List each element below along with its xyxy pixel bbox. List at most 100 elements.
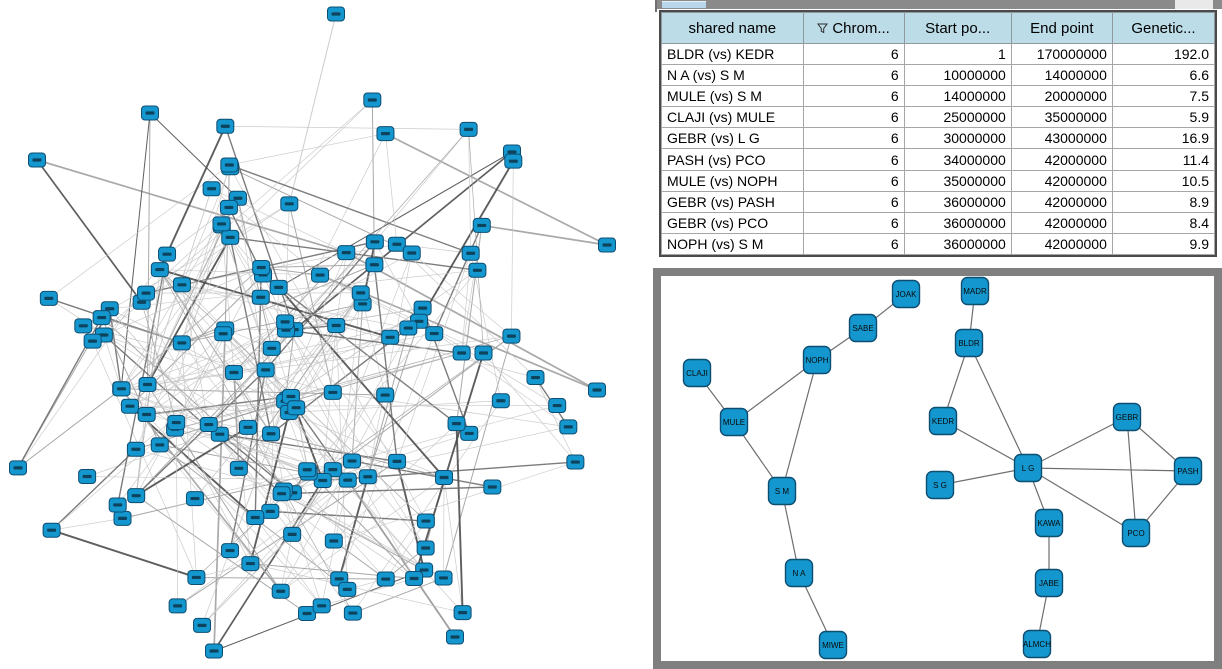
node-BLDR[interactable]: BLDR	[954, 328, 984, 358]
cell-value[interactable]: 14000000	[903, 85, 1012, 108]
network-node[interactable]	[205, 643, 223, 659]
cell-value[interactable]: 8.4	[1111, 211, 1216, 234]
network-node[interactable]	[42, 522, 61, 538]
cell-value[interactable]: 6	[802, 190, 905, 213]
network-edge-NOPH-SM[interactable]	[781, 359, 818, 492]
node-KEDR[interactable]: KEDR	[928, 406, 958, 436]
network-node[interactable]	[272, 486, 291, 502]
network-node[interactable]	[502, 328, 521, 344]
table-row[interactable]: NOPH (vs) S M 6 36000000 42000000 9.9	[661, 232, 1216, 256]
cell-value[interactable]: 8.9	[1111, 190, 1216, 213]
node-MULE[interactable]: MULE	[719, 407, 749, 437]
network-node[interactable]	[283, 526, 302, 542]
network-node[interactable]	[434, 570, 453, 586]
cell-shared-name[interactable]: MULE (vs) NOPH	[661, 169, 804, 192]
node-SM[interactable]: S M	[767, 476, 797, 506]
node-ALMCH[interactable]: ALMCH	[1022, 629, 1051, 659]
table-row[interactable]: PASH (vs) PCO 6 34000000 42000000 11.4	[661, 148, 1216, 171]
network-node[interactable]	[381, 329, 400, 345]
network-node[interactable]	[338, 581, 357, 597]
network-node[interactable]	[548, 398, 567, 414]
column-header-chrom-[interactable]: Chrom...	[802, 12, 905, 44]
network-node[interactable]	[416, 540, 435, 556]
network-node[interactable]	[365, 257, 384, 273]
network-node[interactable]	[120, 398, 139, 414]
network-node[interactable]	[193, 617, 212, 633]
cell-shared-name[interactable]: GEBR (vs) PCO	[661, 211, 804, 234]
network-node[interactable]	[447, 416, 466, 432]
cell-value[interactable]: 16.9	[1111, 127, 1216, 150]
cell-value[interactable]: 6	[802, 64, 905, 87]
cell-value[interactable]: 42000000	[1010, 190, 1113, 213]
cell-value[interactable]: 42000000	[1010, 232, 1113, 256]
network-node[interactable]	[241, 556, 260, 572]
cell-value[interactable]: 6	[802, 169, 905, 192]
network-node[interactable]	[141, 105, 159, 121]
cell-value[interactable]: 42000000	[1010, 211, 1113, 234]
cell-value[interactable]: 6	[802, 42, 905, 66]
network-node[interactable]	[459, 121, 478, 137]
table-row[interactable]: GEBR (vs) PASH 6 36000000 42000000 8.9	[661, 190, 1216, 213]
network-node[interactable]	[365, 234, 384, 250]
node-NOPH[interactable]: NOPH	[802, 345, 832, 375]
network-node[interactable]	[453, 605, 472, 621]
network-node[interactable]	[399, 320, 418, 336]
table-row[interactable]: N A (vs) S M 6 10000000 14000000 6.6	[661, 64, 1216, 87]
cell-value[interactable]: 14000000	[1010, 64, 1113, 87]
network-node[interactable]	[363, 92, 382, 108]
network-node[interactable]	[172, 335, 191, 351]
network-node[interactable]	[468, 262, 487, 278]
cell-shared-name[interactable]: GEBR (vs) PASH	[661, 190, 804, 213]
node-CLAJI[interactable]: CLAJI	[682, 358, 712, 388]
network-edge-LG-PCO[interactable]	[1027, 467, 1137, 534]
cell-value[interactable]: 35000000	[903, 169, 1012, 192]
network-node[interactable]	[168, 598, 187, 614]
cell-value[interactable]: 36000000	[903, 190, 1012, 213]
column-header-shared-name[interactable]: shared name	[661, 12, 804, 44]
network-node[interactable]	[298, 462, 317, 478]
network-node[interactable]	[246, 510, 265, 526]
cell-value[interactable]: 170000000	[1010, 42, 1113, 66]
cell-value[interactable]: 10000000	[903, 64, 1012, 87]
network-edge-NOPH-MULE[interactable]	[733, 359, 818, 423]
node-GEBR[interactable]: GEBR	[1112, 402, 1142, 432]
network-node[interactable]	[446, 629, 464, 645]
cell-shared-name[interactable]: BLDR (vs) KEDR	[661, 42, 804, 66]
network-edge-SG-LG[interactable]	[939, 467, 1029, 486]
network-node[interactable]	[185, 491, 204, 507]
cell-value[interactable]: 43000000	[1010, 127, 1113, 150]
network-node[interactable]	[343, 605, 362, 621]
network-node[interactable]	[376, 126, 395, 142]
network-node[interactable]	[219, 199, 238, 215]
network-edge-LG-PASH[interactable]	[1027, 467, 1189, 472]
network-node[interactable]	[262, 340, 281, 356]
network-node[interactable]	[126, 441, 145, 457]
table-row[interactable]: GEBR (vs) PCO 6 36000000 42000000 8.4	[661, 211, 1216, 234]
network-node[interactable]	[199, 417, 218, 433]
network-node[interactable]	[28, 152, 46, 168]
cell-value[interactable]: 5.9	[1111, 106, 1216, 129]
network-node[interactable]	[108, 497, 127, 513]
cell-value[interactable]: 6.6	[1111, 64, 1216, 87]
network-edge-LG-GEBR[interactable]	[1027, 416, 1128, 469]
network-node[interactable]	[167, 415, 186, 431]
network-node[interactable]	[491, 393, 510, 409]
network-node[interactable]	[92, 310, 111, 326]
network-node[interactable]	[327, 317, 346, 333]
network-node[interactable]	[461, 245, 480, 261]
network-node[interactable]	[313, 472, 332, 488]
network-node[interactable]	[353, 296, 372, 312]
cell-value[interactable]: 36000000	[903, 232, 1012, 256]
network-node[interactable]	[112, 381, 131, 397]
network-node[interactable]	[338, 472, 357, 488]
network-node[interactable]	[281, 388, 300, 404]
network-node[interactable]	[276, 314, 295, 330]
node-NA[interactable]: N A	[784, 558, 814, 588]
cell-shared-name[interactable]: CLAJI (vs) MULE	[661, 106, 804, 129]
network-node[interactable]	[504, 153, 523, 169]
node-MADR[interactable]: MADR	[960, 276, 990, 306]
node-PCO[interactable]: PCO	[1121, 518, 1151, 548]
network-node[interactable]	[158, 246, 177, 262]
network-node[interactable]	[413, 300, 432, 316]
network-node[interactable]	[212, 216, 231, 232]
